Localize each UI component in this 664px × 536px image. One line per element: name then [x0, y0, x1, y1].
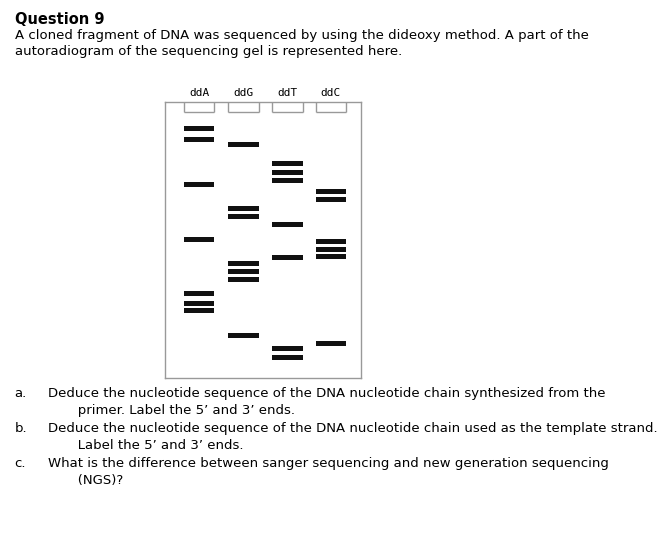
- Text: ddT: ddT: [278, 87, 297, 98]
- Text: autoradiogram of the sequencing gel is represented here.: autoradiogram of the sequencing gel is r…: [15, 45, 402, 58]
- Bar: [315, 254, 346, 259]
- Bar: [315, 189, 346, 194]
- Bar: [315, 341, 346, 346]
- Bar: [184, 308, 214, 312]
- Bar: [315, 197, 346, 202]
- Text: ddG: ddG: [233, 87, 254, 98]
- Text: ddA: ddA: [189, 87, 209, 98]
- Bar: [184, 237, 214, 242]
- Text: a.: a.: [15, 387, 27, 400]
- Bar: [272, 355, 303, 360]
- Text: Question 9: Question 9: [15, 12, 104, 27]
- Bar: [228, 261, 258, 266]
- Bar: [184, 301, 214, 306]
- Bar: [184, 137, 214, 142]
- Text: Deduce the nucleotide sequence of the DNA nucleotide chain synthesized from the
: Deduce the nucleotide sequence of the DN…: [48, 387, 606, 417]
- Text: What is the difference between sanger sequencing and new generation sequencing
 : What is the difference between sanger se…: [48, 457, 609, 487]
- Bar: [228, 214, 258, 219]
- Bar: [272, 161, 303, 167]
- Bar: [315, 239, 346, 244]
- Text: c.: c.: [15, 457, 26, 470]
- Bar: [184, 291, 214, 296]
- Bar: [228, 142, 258, 147]
- Bar: [315, 247, 346, 252]
- Text: A cloned fragment of DNA was sequenced by using the dideoxy method. A part of th: A cloned fragment of DNA was sequenced b…: [15, 29, 588, 42]
- Text: b.: b.: [15, 422, 27, 435]
- Text: Deduce the nucleotide sequence of the DNA nucleotide chain used as the template : Deduce the nucleotide sequence of the DN…: [48, 422, 657, 452]
- Bar: [228, 333, 258, 338]
- Bar: [184, 125, 214, 131]
- Bar: [228, 278, 258, 282]
- Bar: [272, 255, 303, 260]
- Text: ddC: ddC: [321, 87, 341, 98]
- Bar: [228, 269, 258, 274]
- Bar: [272, 178, 303, 183]
- Bar: [228, 206, 258, 211]
- Bar: [184, 182, 214, 187]
- Bar: [272, 170, 303, 175]
- Bar: [272, 346, 303, 352]
- Bar: [272, 222, 303, 227]
